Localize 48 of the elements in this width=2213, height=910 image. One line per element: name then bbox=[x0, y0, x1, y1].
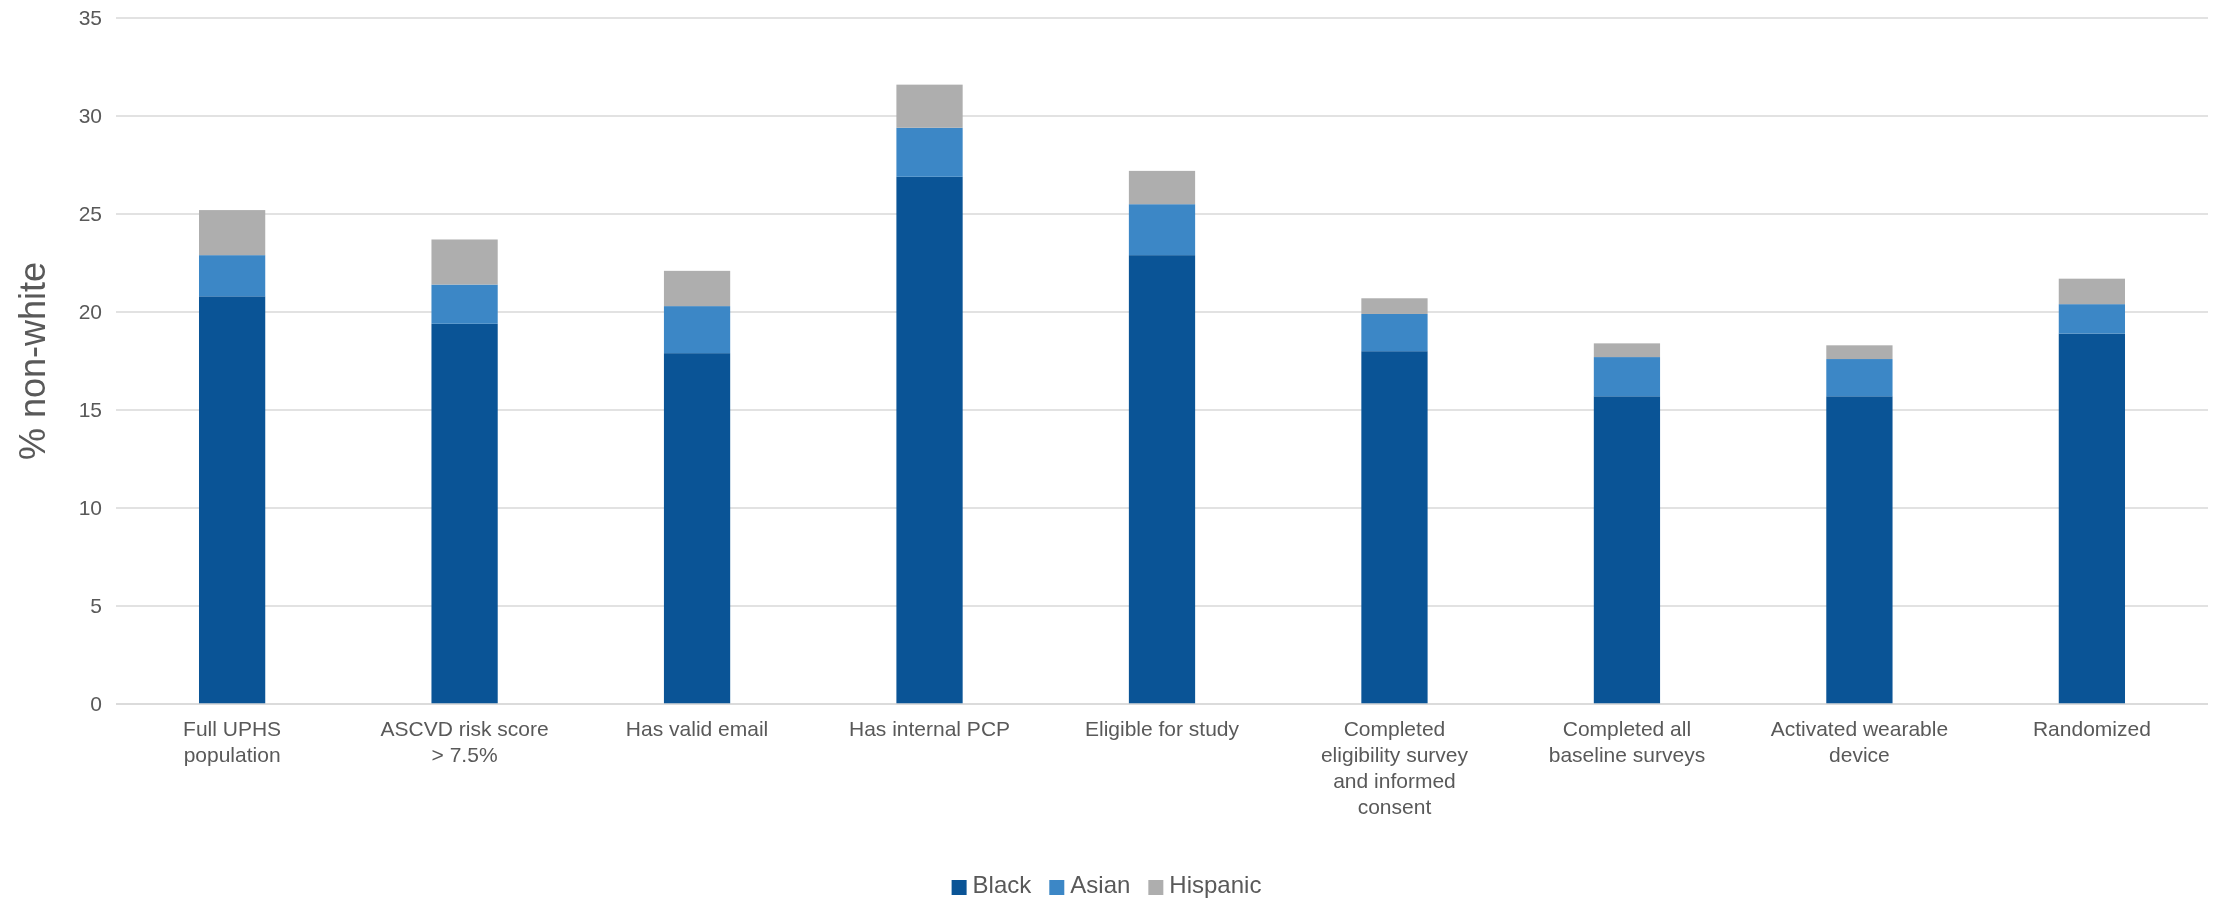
legend-label: Hispanic bbox=[1169, 871, 1262, 898]
bar bbox=[663, 270, 731, 307]
x-tick-label: Has internal PCP bbox=[848, 717, 1011, 740]
bar bbox=[2058, 304, 2125, 334]
bar bbox=[1128, 170, 1196, 205]
x-tick-label: Full UPHS population bbox=[183, 717, 282, 766]
bar bbox=[663, 353, 731, 704]
y-tick-label: 35 bbox=[78, 6, 102, 30]
bar bbox=[431, 323, 498, 704]
bar bbox=[1826, 396, 1893, 704]
x-tick-label: Randomized bbox=[2032, 717, 2151, 740]
bar bbox=[198, 210, 266, 256]
legend-label: Asian bbox=[1070, 871, 1131, 898]
bar bbox=[431, 239, 498, 285]
bar bbox=[431, 284, 498, 324]
bar bbox=[2058, 278, 2125, 305]
x-tick-label: Has valid email bbox=[625, 717, 769, 740]
bar bbox=[2058, 333, 2125, 704]
bar bbox=[896, 176, 963, 704]
bar bbox=[198, 296, 266, 704]
y-tick-label: 30 bbox=[78, 104, 102, 128]
bar bbox=[663, 306, 731, 354]
bar bbox=[1826, 345, 1893, 360]
y-tick-label: 15 bbox=[78, 398, 102, 422]
bar bbox=[1593, 343, 1661, 358]
bar bbox=[1593, 396, 1661, 704]
y-tick-label: 25 bbox=[78, 202, 102, 226]
x-tick-label: ASCVD risk score > 7.5% bbox=[380, 717, 549, 766]
bar bbox=[1361, 351, 1428, 704]
y-tick-label: 10 bbox=[78, 496, 102, 520]
bar bbox=[1128, 204, 1196, 256]
bar bbox=[1361, 313, 1428, 352]
x-tick-label: Eligible for study bbox=[1084, 717, 1240, 740]
x-tick-label: Completed all baseline surveys bbox=[1548, 717, 1706, 766]
bar bbox=[896, 127, 963, 177]
bar bbox=[198, 255, 266, 297]
y-tick-label: 0 bbox=[90, 692, 102, 716]
x-tick-label: Completed eligibility survey and informed consent bbox=[1320, 717, 1469, 818]
x-tick-label: Activated wearable device bbox=[1770, 717, 1949, 766]
bar bbox=[1826, 359, 1893, 397]
bar bbox=[1128, 255, 1196, 704]
y-tick-label: 20 bbox=[78, 300, 102, 324]
bar bbox=[896, 84, 963, 128]
bar bbox=[1361, 298, 1428, 314]
y-axis-title: % non-white bbox=[12, 261, 53, 461]
bar bbox=[1593, 357, 1661, 397]
legend-label: Black bbox=[972, 871, 1033, 898]
y-tick-label: 5 bbox=[90, 594, 102, 618]
